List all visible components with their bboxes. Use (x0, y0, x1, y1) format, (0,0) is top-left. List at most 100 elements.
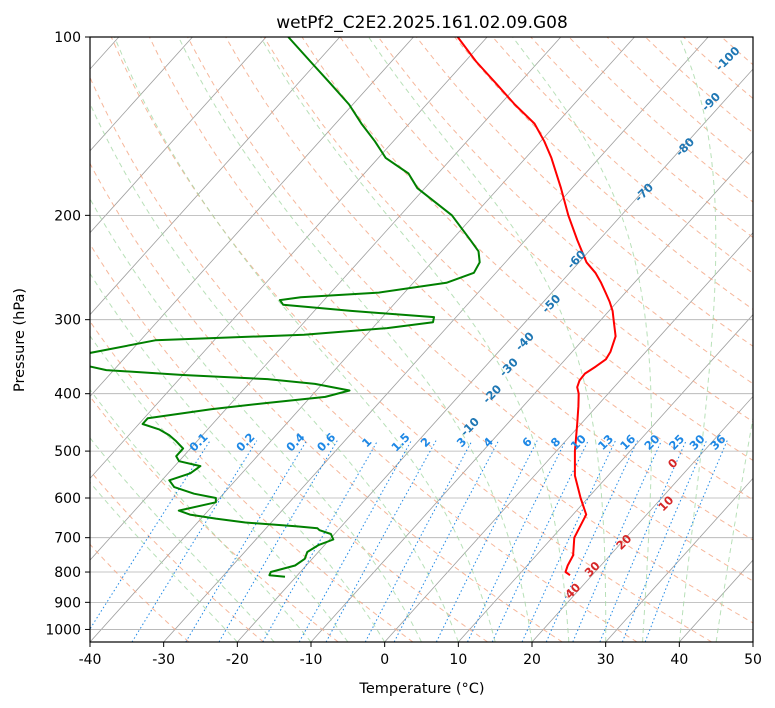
mixing-ratio-label: 8 (548, 434, 564, 450)
dry-adiabat-line (683, 37, 753, 100)
moist-adiabat-line (178, 37, 533, 642)
dry-adiabat-line (90, 76, 638, 642)
x-tick-label: -10 (300, 652, 323, 668)
x-tick-label: 10 (449, 652, 467, 668)
mixing-ratio-label: 36 (707, 432, 728, 453)
isotherm-line (605, 477, 753, 642)
mixing-ratio-line (218, 440, 338, 642)
dry-adiabat-label: -10 (457, 414, 482, 439)
isotherm-line (163, 37, 709, 642)
isotherm-line (90, 37, 193, 152)
mixing-ratio-label: 16 (617, 432, 638, 453)
dry-adiabat-label: -30 (496, 355, 521, 380)
mixing-ratio-line (262, 440, 379, 642)
dry-adiabat-line (721, 37, 753, 66)
moist-adiabat-line (715, 415, 753, 642)
dry-adiabat-label: -20 (480, 382, 505, 407)
moist-adiabat-line (678, 37, 717, 642)
mixing-ratio-line (521, 440, 616, 642)
y-tick-label: 300 (54, 313, 81, 329)
isotherm-line (90, 37, 267, 234)
mixing-ratio-label: 2 (418, 434, 434, 450)
isotherm-line (90, 37, 488, 479)
dry-adiabat-label: -100 (712, 44, 742, 74)
moist-adiabat-line (368, 37, 607, 642)
y-tick-label: 400 (54, 387, 81, 403)
mixing-ratio-line (325, 440, 437, 642)
moist-adiabat-line (90, 197, 422, 642)
moist-adiabat-label: 20 (613, 531, 634, 552)
isotherm-line (752, 641, 753, 642)
dry-adiabat-line (606, 37, 753, 168)
moist-adiabat-line (512, 37, 652, 642)
moist-adiabat-label: 30 (582, 559, 603, 580)
moist-adiabat-label: 10 (655, 493, 676, 514)
y-tick-label: 700 (54, 531, 81, 547)
plot-frame (89, 36, 754, 643)
dewpoint-profile-line (90, 37, 481, 578)
mixing-ratio-line (467, 440, 567, 642)
dry-adiabat-line (644, 37, 753, 134)
sounding-profiles (90, 37, 617, 578)
mixing-ratio-line (545, 440, 638, 642)
mixing-ratio-line (364, 440, 473, 642)
chart-title: wetPf2_C2E2.2025.161.02.09.G08 (276, 13, 568, 33)
x-tick-label: -40 (79, 652, 102, 668)
isotherm-line (90, 37, 414, 398)
dry-adiabat-line (148, 37, 753, 624)
x-tick-label: 40 (670, 652, 688, 668)
dry-adiabat-label: -70 (632, 180, 657, 205)
isotherm-line (679, 559, 753, 642)
moist-adiabat-line (114, 37, 496, 642)
dry-adiabat-line (377, 37, 753, 385)
mixing-ratio-label: 30 (686, 432, 707, 453)
dry-adiabat-label: -60 (564, 247, 589, 272)
isotherm-line (531, 395, 753, 642)
x-tick-label: -20 (226, 652, 249, 668)
dry-adiabat-line (110, 37, 712, 642)
dry-adiabat-label: -50 (539, 291, 564, 316)
x-tick-label: 30 (597, 652, 615, 668)
moist-adiabat-line (260, 37, 570, 642)
mixing-ratio-line (572, 440, 663, 642)
x-tick-label: 0 (380, 652, 389, 668)
y-tick-label: 100 (54, 30, 81, 46)
background-lines (90, 37, 753, 642)
mixing-ratio-label: 4 (480, 434, 496, 450)
mixing-ratio-label: 25 (666, 432, 687, 453)
moist-adiabat-line (90, 481, 238, 642)
moist-adiabat-line (90, 102, 459, 642)
mixing-ratio-line (393, 440, 500, 642)
mixing-ratio-line (185, 440, 308, 642)
isotherm-line (458, 313, 753, 642)
y-tick-label: 800 (54, 565, 81, 581)
dry-adiabat-line (90, 162, 563, 642)
dry-adiabat-label: -80 (673, 135, 698, 160)
x-axis: -40 -30 -20 -10 0 10 20 30 40 50 (79, 642, 762, 668)
dry-adiabat-line (187, 37, 753, 582)
y-axis-label: Pressure (hPa) (12, 288, 28, 392)
moist-adiabat-line (90, 388, 312, 642)
dry-adiabat-line (568, 37, 753, 203)
dry-adiabat-line (530, 37, 753, 239)
mixing-ratio-line (621, 440, 708, 642)
isotherm-line (90, 37, 341, 316)
dry-adiabat-line (225, 37, 753, 541)
moist-adiabat-line (90, 272, 386, 642)
dry-adiabat-line (90, 243, 488, 642)
y-tick-label: 900 (54, 595, 81, 611)
dry-adiabat-line (301, 37, 753, 462)
dry-adiabat-label: -90 (699, 89, 724, 114)
mixing-ratio-line (435, 440, 538, 642)
y-tick-label: 500 (54, 444, 81, 460)
moist-adiabat-label: 40 (562, 580, 583, 601)
isotherm-line (384, 232, 753, 642)
temperature-profile-line (456, 37, 617, 577)
mixing-ratio-line (298, 440, 412, 642)
mixing-ratio-line (90, 440, 211, 630)
mixing-ratio-line (599, 440, 687, 642)
mixing-ratio-label: 13 (595, 432, 616, 453)
dry-adiabat-line (90, 320, 414, 642)
x-axis-label: Temperature (°C) (358, 681, 484, 697)
